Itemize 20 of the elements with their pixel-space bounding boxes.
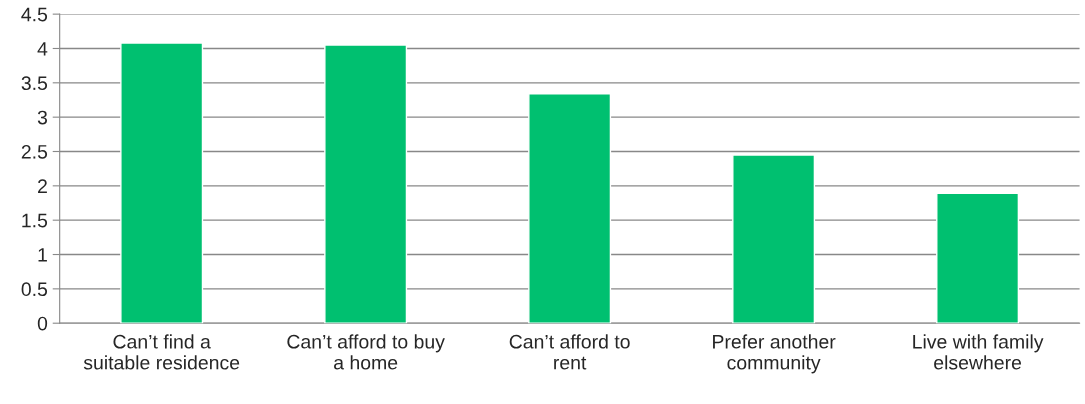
y-tick-label: 0.5 — [21, 282, 48, 297]
y-tick-label: 2 — [38, 179, 47, 193]
x-tick-label: Can’t find a suitable residence — [83, 334, 240, 370]
y-tick-label: 0 — [37, 316, 48, 331]
x-tick-label: Can’t afford to rent — [509, 334, 630, 370]
bar — [120, 42, 204, 324]
y-tick-label: 3.5 — [21, 76, 48, 91]
x-tick-label: Live with family elsewhere — [913, 334, 1044, 370]
y-tick-label: 1.5 — [22, 213, 48, 228]
y-tick-label: 4.5 — [21, 7, 48, 22]
bar — [732, 154, 816, 324]
x-tick-label: Can’t afford to buy a home — [287, 334, 445, 370]
bar — [528, 93, 612, 324]
x-tick-label: Prefer another community — [713, 334, 836, 374]
y-tick-label: 3 — [37, 110, 48, 125]
y-tick-label: 4 — [37, 42, 48, 56]
y-tick-label: 2.5 — [21, 144, 48, 159]
y-tick-label: 1 — [38, 248, 47, 262]
bar — [936, 192, 1020, 324]
bar — [324, 44, 408, 324]
